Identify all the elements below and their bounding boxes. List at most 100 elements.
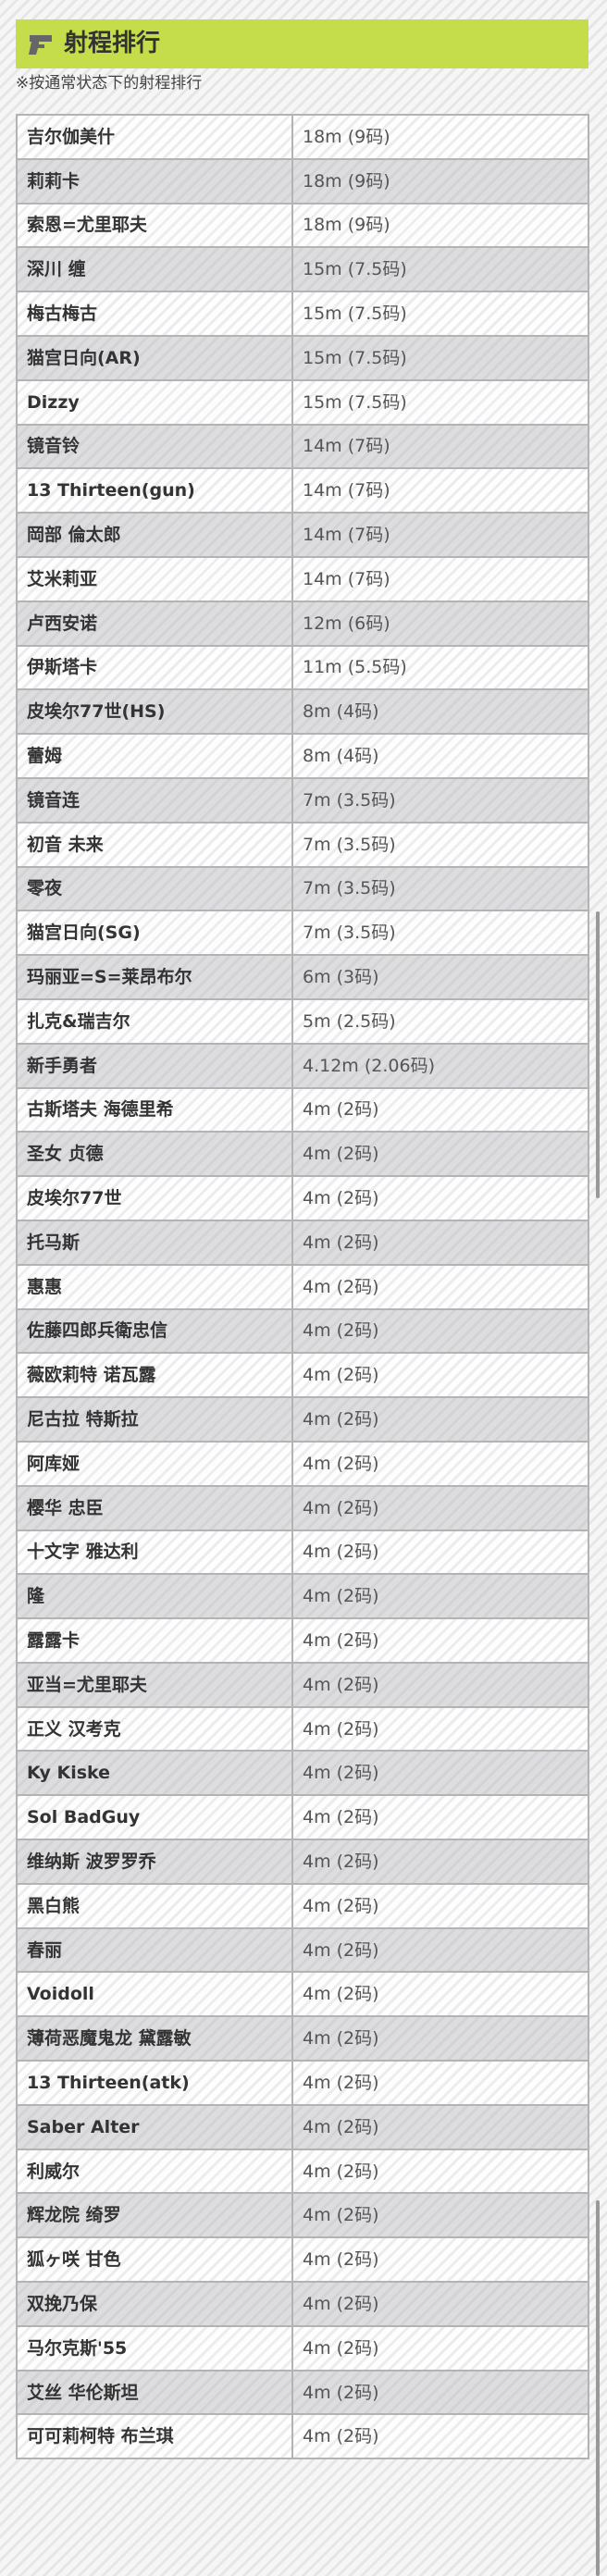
table-row: 艾米莉亚 14m (7码) [16,555,589,602]
range-value: 4m (2码) [291,2192,589,2239]
character-name: 樱华 忠臣 [16,1484,293,1531]
character-name: 佐藤四郎兵衛忠信 [16,1307,293,1355]
table-row: 惠惠 4m (2码) [16,1263,589,1310]
table-row: 皮埃尔77世(HS) 8m (4码) [16,688,589,736]
character-name: 猫宫日向(AR) [16,334,293,381]
range-value: 7m (3.5码) [291,776,589,824]
range-value: 5m (2.5码) [291,997,589,1045]
table-row: 卢西安诺 12m (6码) [16,600,589,647]
table-row: 利威尔 4m (2码) [16,2148,589,2195]
range-value: 14m (7码) [291,423,589,470]
ranking-note: ※按通常状态下的射程排行 [16,74,203,93]
range-value: 4m (2码) [291,1307,589,1355]
table-row: 深川 缠 15m (7.5码) [16,246,589,293]
character-name: 古斯塔夫 海德里希 [16,1086,293,1133]
table-row: 艾丝 华伦斯坦 4m (2码) [16,2369,589,2416]
range-value: 4m (2码) [291,2148,589,2195]
character-name: 13 Thirteen(atk) [16,2060,293,2106]
table-row: 古斯塔夫 海德里希 4m (2码) [16,1086,589,1133]
range-value: 4m (2码) [291,1617,589,1664]
table-row: Dizzy 15m (7.5码) [16,378,589,426]
character-name: 卢西安诺 [16,600,293,647]
range-value: 18m (9码) [291,114,589,160]
range-value: 4m (2码) [291,2413,589,2460]
character-name: 皮埃尔77世 [16,1175,293,1221]
table-row: 扎克&瑞吉尔 5m (2.5码) [16,997,589,1045]
range-ranking-table: 吉尔伽美什 18m (9码) 莉莉卡 18m (9码) 索恩=尤里耶夫 18m (9码) 深… [16,114,589,2460]
table-row: 亚当=尤里耶夫 4m (2码) [16,1661,589,1708]
range-value: 4m (2码) [291,2103,589,2150]
table-row: 双挽乃保 4m (2码) [16,2281,589,2327]
table-row: 镜音铃 14m (7码) [16,423,589,470]
table-row: 露露卡 4m (2码) [16,1617,589,1664]
range-value: 8m (4码) [291,733,589,779]
character-name: 正义 汉考克 [16,1705,293,1752]
table-row: 初音 未来 7m (3.5码) [16,821,589,868]
character-name: 初音 未来 [16,821,293,868]
table-row: 维纳斯 波罗罗乔 4m (2码) [16,1839,589,1885]
range-value: 15m (7.5码) [291,334,589,381]
section-title: 射程排行 [64,30,161,57]
range-value: 4m (2码) [291,2236,589,2284]
character-name: 狐ヶ咲 甘色 [16,2236,293,2284]
range-value: 14m (7码) [291,512,589,558]
table-row: 托马斯 4m (2码) [16,1219,589,1266]
range-value: 4m (2码) [291,1971,589,2018]
range-value: 4m (2码) [291,1705,589,1752]
table-row: Ky Kiske 4m (2码) [16,1750,589,1797]
character-name: 莉莉卡 [16,157,293,204]
table-row: 圣女 贞德 4m (2码) [16,1131,589,1178]
table-row: 梅古梅古 15m (7.5码) [16,291,589,337]
range-value: 6m (3码) [291,954,589,1000]
table-row: 狐ヶ咲 甘色 4m (2码) [16,2236,589,2284]
range-value: 4m (2码) [291,2281,589,2327]
table-row: 佐藤四郎兵衛忠信 4m (2码) [16,1307,589,1355]
table-row: 13 Thirteen(atk) 4m (2码) [16,2060,589,2106]
character-name: Dizzy [16,378,293,426]
character-name: 尼古拉 特斯拉 [16,1396,293,1443]
table-row: 猫宫日向(SG) 7m (3.5码) [16,910,589,957]
character-name: 皮埃尔77世(HS) [16,688,293,736]
table-row: 皮埃尔77世 4m (2码) [16,1175,589,1221]
table-row: 新手勇者 4.12m (2.06码) [16,1042,589,1089]
character-name: 十文字 雅达利 [16,1529,293,1576]
table-row: Voidoll 4m (2码) [16,1971,589,2018]
range-value: 14m (7码) [291,555,589,602]
table-row: 春丽 4m (2码) [16,1926,589,1974]
character-name: 13 Thirteen(gun) [16,467,293,514]
range-value: 12m (6码) [291,600,589,647]
character-name: 亚当=尤里耶夫 [16,1661,293,1708]
table-row: 隆 4m (2码) [16,1573,589,1620]
range-value: 4m (2码) [291,1440,589,1487]
range-value: 11m (5.5码) [291,644,589,691]
character-name: Ky Kiske [16,1750,293,1797]
character-name: 猫宫日向(SG) [16,910,293,957]
range-value: 4m (2码) [291,1086,589,1133]
scrollbar[interactable] [596,911,600,1198]
character-name: 新手勇者 [16,1042,293,1089]
table-row: 猫宫日向(AR) 15m (7.5码) [16,334,589,381]
range-value: 4m (2码) [291,1484,589,1531]
table-row: 索恩=尤里耶夫 18m (9码) [16,202,589,249]
character-name: 马尔克斯'55 [16,2324,293,2372]
table-row: 十文字 雅达利 4m (2码) [16,1529,589,1576]
character-name: 圣女 贞德 [16,1131,293,1178]
character-name: 镜音铃 [16,423,293,470]
character-name: 吉尔伽美什 [16,114,293,160]
range-value: 7m (3.5码) [291,821,589,868]
range-value: 15m (7.5码) [291,378,589,426]
range-value: 4m (2码) [291,1529,589,1576]
range-value: 4m (2码) [291,2369,589,2416]
table-row: 薄荷恶魔鬼龙 黛露敏 4m (2码) [16,2015,589,2062]
character-name: 蕾姆 [16,733,293,779]
character-name: 黑白熊 [16,1882,293,1929]
scrollbar[interactable] [596,2200,600,2576]
table-row: 玛丽亚=S=莱昂布尔 6m (3码) [16,954,589,1000]
character-name: 梅古梅古 [16,291,293,337]
table-row: 可可莉柯特 布兰琪 4m (2码) [16,2413,589,2460]
gun-icon [29,35,52,55]
character-name: 春丽 [16,1926,293,1974]
range-value: 4m (2码) [291,1131,589,1178]
range-value: 8m (4码) [291,688,589,736]
table-row: 13 Thirteen(gun) 14m (7码) [16,467,589,514]
